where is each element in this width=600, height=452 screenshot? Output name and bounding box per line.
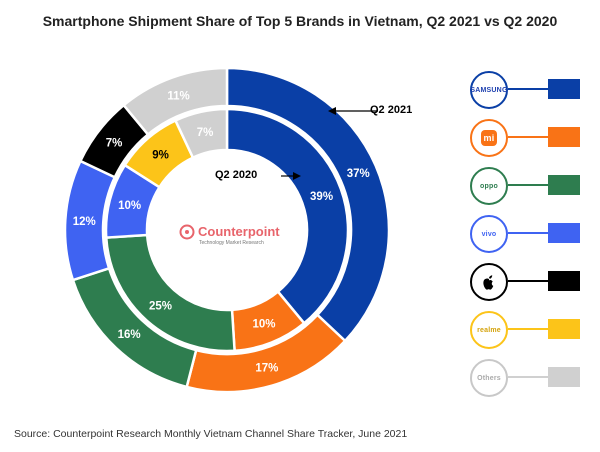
samsung-logo-icon: SAMSUNG [470, 71, 508, 109]
legend-swatch [548, 175, 580, 195]
inner-slice-samsung [225, 107, 350, 325]
inner-label-others: 7% [197, 127, 214, 139]
apple-logo-icon [470, 263, 508, 301]
legend-connector [508, 232, 548, 234]
inner-ring-q2-2020: 39% 10% 25% 10% 9% 7% [104, 107, 350, 353]
xiaomi-logo-icon: mi [470, 119, 508, 157]
q2-2020-pointer-arrow [293, 172, 301, 180]
vivo-logo-icon: vivo [470, 215, 508, 253]
source-note: Source: Counterpoint Research Monthly Vi… [14, 428, 408, 440]
inner-label-vivo: 10% [118, 200, 141, 212]
counterpoint-logo-name: Counterpoint [198, 224, 280, 239]
legend-connector [508, 136, 548, 138]
inner-label-xiaomi: 10% [252, 318, 275, 330]
legend-connector [508, 184, 548, 186]
outer-label-xiaomi: 17% [255, 362, 278, 374]
outer-ring-q2-2021: 37% 17% 16% 12% 7% 11% [63, 66, 391, 394]
ring-pointers [281, 107, 378, 180]
legend-swatch [548, 271, 580, 291]
legend-connector [508, 88, 548, 90]
legend-row-xiaomi: mi [470, 118, 590, 158]
legend-row-oppo: oppo [470, 166, 590, 206]
counterpoint-logo-tagline: Technology Market Research [199, 240, 264, 246]
outer-label-vivo: 12% [73, 216, 96, 228]
series-label-q2-2020: Q2 2020 [215, 169, 258, 181]
inner-label-samsung: 39% [310, 191, 333, 203]
legend-swatch [548, 127, 580, 147]
q2-2021-pointer-arrow [328, 107, 336, 115]
legend-row-samsung: SAMSUNG [470, 70, 590, 110]
outer-label-oppo: 16% [118, 329, 141, 341]
legend-row-vivo: vivo [470, 214, 590, 254]
realme-logo-icon: realme [470, 311, 508, 349]
inner-label-oppo: 25% [149, 300, 172, 312]
counterpoint-logo: Counterpoint Technology Market Research [179, 224, 280, 246]
legend-swatch [548, 367, 580, 387]
inner-label-realme: 9% [152, 150, 169, 162]
outer-label-others: 11% [167, 90, 189, 102]
outer-slice-others [121, 66, 229, 137]
counterpoint-logo-icon [179, 224, 195, 240]
inner-slice-others [173, 107, 229, 160]
legend-row-others: Others [470, 358, 590, 398]
chart-title: Smartphone Shipment Share of Top 5 Brand… [42, 13, 558, 29]
legend-row-apple [470, 262, 590, 302]
legend-connector [508, 328, 548, 330]
outer-label-apple: 7% [106, 137, 123, 149]
others-logo-icon: Others [470, 359, 508, 397]
oppo-logo-icon: oppo [470, 167, 508, 205]
legend-swatch [548, 223, 580, 243]
legend-connector [508, 376, 548, 378]
outer-label-samsung: 37% [347, 168, 370, 180]
legend-swatch [548, 319, 580, 339]
legend-swatch [548, 79, 580, 99]
legend-row-realme: realme [470, 310, 590, 350]
legend-connector [508, 280, 548, 282]
series-label-q2-2021: Q2 2021 [370, 104, 413, 116]
